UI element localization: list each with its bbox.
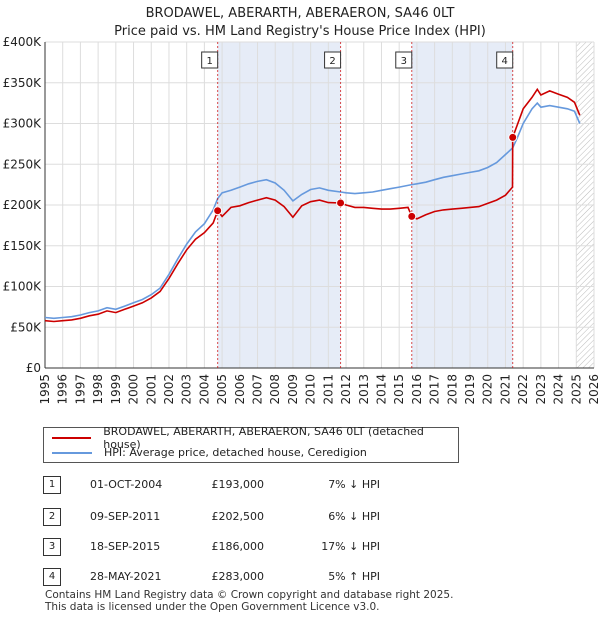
transaction-price: £193,000 [211,478,265,491]
sale-marker-box [395,51,413,69]
x-tick-label: 1995 [38,374,52,405]
x-tick-label: 2000 [127,374,141,405]
sale-marker-label: 1 [206,56,212,67]
legend-swatch-property [52,436,92,439]
transaction-price: £202,500 [211,510,265,523]
x-tick-label: 2023 [534,374,548,405]
y-tick-label: £250K [3,157,43,171]
transaction-hpi: 7% ↓ HPI [328,478,380,491]
x-tick-label: 2025 [569,374,583,405]
sale-marker-label: 2 [329,56,335,67]
transaction-date: 28-MAY-2021 [90,570,162,583]
y-tick-label: £50K [10,320,42,334]
x-tick-label: 2020 [481,374,495,405]
series-line [44,101,581,320]
transaction-price: £283,000 [211,570,265,583]
sale-marker-label: 4 [502,56,508,67]
x-tick-label: 1998 [91,374,105,405]
x-tick-label: 2002 [162,374,176,405]
legend-swatch-hpi [52,451,92,454]
x-tick-label: 2004 [197,374,211,405]
legend: BRODAWEL, ABERARTH, ABERAERON, SA46 0LT … [43,425,459,463]
x-tick-label: 1997 [73,374,87,405]
legend-item-property: BRODAWEL, ABERARTH, ABERAERON, SA46 0LT … [52,425,458,451]
x-tick-label: 2015 [392,374,406,405]
x-tick-label: 2007 [251,374,265,405]
sale-marker-box [324,51,342,69]
chart-subtitle: Price paid vs. HM Land Registry's House … [114,24,486,39]
transaction-date: 18-SEP-2015 [90,540,161,553]
x-tick-label: 2011 [321,374,335,405]
price-chart: £0 £50K £100K £150K £200K £250K £300K £350K £400… [3,35,600,405]
sale-marker-box [201,51,219,69]
chart-title: BRODAWEL, ABERARTH, ABERAERON, SA46 0LT [145,6,455,21]
transaction-hpi: 6% ↓ HPI [328,510,380,523]
footer: Contains HM Land Registry data © Crown c… [45,589,453,613]
footer-copyright: Contains HM Land Registry data © Crown c… [45,589,454,601]
transaction-row: 2 09-SEP-2011 £202,500 6% ↓ HPI [0,508,600,528]
x-tick-label: 2021 [498,374,512,405]
x-tick-label: 2012 [339,374,353,405]
transaction-number: 1 [43,476,61,494]
x-tick-label: 1999 [109,374,123,405]
y-tick-label: £200K [3,198,43,212]
y-tick-label: £100K [3,280,43,294]
transaction-date: 01-OCT-2004 [90,478,163,491]
x-tick-label: 2016 [410,374,424,405]
x-tick-label: 2003 [180,374,194,405]
sale-marker-label: 3 [401,56,407,67]
x-tick-label: 2024 [552,374,566,405]
x-tick-label: 2022 [516,374,530,405]
transaction-hpi: 5% ↑ HPI [328,570,380,583]
x-tick-label: 1996 [56,374,70,405]
y-tick-label: £300K [3,117,43,131]
sale-point [213,206,223,216]
transaction-number: 3 [43,538,61,556]
x-tick-label: 2009 [286,374,300,405]
y-tick-label: £150K [3,239,43,253]
x-tick-label: 2018 [445,374,459,405]
transaction-row: 4 28-MAY-2021 £283,000 5% ↑ HPI [0,568,600,588]
x-tick-label: 2010 [304,374,318,405]
x-tick-label: 2014 [374,374,388,405]
y-tick-label: £400K [3,35,43,49]
x-tick-label: 2008 [268,374,282,405]
sale-point [336,198,346,208]
x-tick-label: 2006 [233,374,247,405]
transaction-row: 3 18-SEP-2015 £186,000 17% ↓ HPI [0,538,600,558]
footer-licence: This data is licensed under the Open Gov… [45,601,380,613]
legend-label-property: BRODAWEL, ABERARTH, ABERAERON, SA46 0LT … [103,424,424,451]
legend-item-hpi: HPI: Average price, detached house, Cere… [52,445,367,460]
x-tick-label: 2019 [463,374,477,405]
transaction-number: 2 [43,508,61,526]
sale-marker-box [496,51,514,69]
transaction-date: 09-SEP-2011 [90,510,161,523]
x-tick-label: 2005 [215,374,229,405]
transaction-hpi: 17% ↓ HPI [321,540,380,553]
x-tick-label: 2017 [428,374,442,405]
y-tick-label: £0 [26,361,41,375]
transaction-number: 4 [43,568,61,586]
transaction-row: 1 01-OCT-2004 £193,000 7% ↓ HPI [0,476,600,496]
transaction-price: £186,000 [211,540,265,553]
sale-point [407,211,417,221]
y-tick-label: £350K [3,76,43,90]
x-tick-label: 2013 [357,374,371,405]
sale-point [508,132,518,142]
x-tick-label: 2001 [144,374,158,405]
x-tick-label: 2026 [587,374,600,405]
legend-label-hpi: HPI: Average price, detached house, Cere… [104,446,367,459]
